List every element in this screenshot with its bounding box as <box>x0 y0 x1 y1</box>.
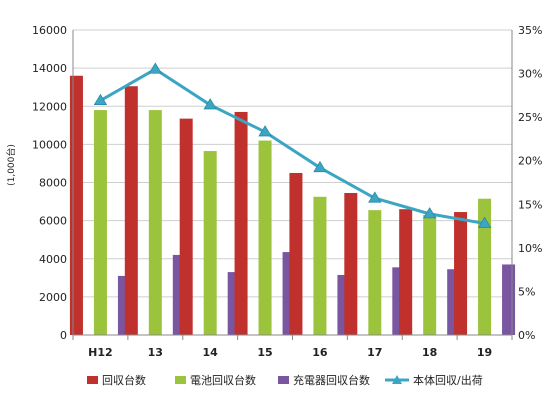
bar-13-s0 <box>124 86 138 335</box>
ratio-point-19 <box>477 216 492 228</box>
y2-tick-label: 15% <box>518 198 542 211</box>
legend-swatch-0 <box>87 376 98 384</box>
y2-tick-label: 5% <box>518 285 535 298</box>
ratio-line <box>93 62 492 228</box>
bar-18-s1 <box>423 214 437 335</box>
ratio-point-14 <box>203 98 217 110</box>
bar-19-s2 <box>502 264 516 335</box>
bar-17-s0 <box>344 192 358 335</box>
y-tick-label: 16000 <box>32 24 67 37</box>
y-tick-label: 0 <box>60 329 67 342</box>
x-tick-label: 18 <box>422 346 437 359</box>
y-tick-label: 12000 <box>32 100 67 113</box>
y-axis-ticks: 0 2000 4000 6000 8000 10000 12000 14000 16000 <box>32 24 67 342</box>
bar-15-s0 <box>234 111 248 335</box>
y2-tick-label: 35% <box>518 24 542 37</box>
bar-19-s0 <box>454 212 468 335</box>
ratio-point-h12 <box>93 93 108 105</box>
legend-label-3: 本体回収/出荷 <box>413 373 483 387</box>
x-tick-label: 17 <box>367 346 382 359</box>
bar-19-s1 <box>478 198 492 335</box>
y-tick-label: 4000 <box>39 253 67 266</box>
ratio-line-path <box>99 67 485 225</box>
x-tick-label: 13 <box>148 346 163 359</box>
axes <box>72 30 513 340</box>
x-tick-label: 15 <box>257 346 272 359</box>
bars <box>69 75 516 335</box>
x-tick-label: 14 <box>203 346 219 359</box>
bar-14-s0 <box>179 118 193 335</box>
bar-16-s1 <box>313 196 327 335</box>
bar-17-s1 <box>368 210 382 335</box>
legend-marker-3 <box>392 375 402 384</box>
bar-14-s1 <box>203 151 217 335</box>
y2-tick-label: 20% <box>518 155 542 168</box>
legend-label-1: 電池回収台数 <box>190 373 256 387</box>
y2-tick-label: 25% <box>518 111 542 124</box>
bar-13-s1 <box>148 110 162 335</box>
y2-tick-label: 0% <box>518 329 535 342</box>
x-tick-label: H12 <box>88 346 113 359</box>
legend-label-2: 充電器回収台数 <box>293 373 370 387</box>
legend-label-0: 回収台数 <box>102 373 146 387</box>
y-tick-label: 14000 <box>32 62 67 75</box>
bar-18-s0 <box>399 209 413 335</box>
y2-tick-label: 10% <box>518 242 542 255</box>
y-tick-label: 6000 <box>39 215 67 228</box>
ratio-point-18 <box>422 207 437 219</box>
y-tick-label: 2000 <box>39 291 67 304</box>
legend-swatch-1 <box>175 376 186 384</box>
ratio-point-15 <box>258 125 272 137</box>
y-tick-label: 8000 <box>39 177 67 190</box>
bar-15-s1 <box>258 140 272 335</box>
y2-tick-label: 30% <box>518 68 542 81</box>
bar-16-s0 <box>289 172 303 335</box>
ratio-point-17 <box>368 191 382 203</box>
ratio-point-13 <box>148 62 163 74</box>
y2-axis-ticks: 0% 5% 10% 15% 20% 25% 30% 35% <box>518 24 542 342</box>
ratio-point-16 <box>313 160 327 173</box>
y-tick-label: 10000 <box>32 138 67 151</box>
x-tick-label: 16 <box>312 346 328 359</box>
bar-h12-s1 <box>93 110 107 335</box>
legend: 回収台数 電池回収台数 充電器回収台数 本体回収/出荷 <box>87 373 483 387</box>
x-axis-ticks: H12 13 14 15 16 17 18 19 <box>88 346 492 359</box>
y-axis-label: (1,000台) <box>5 144 17 186</box>
x-tick-label: 19 <box>477 346 492 359</box>
bar-h12-s0 <box>69 75 83 335</box>
legend-swatch-2 <box>278 376 289 384</box>
